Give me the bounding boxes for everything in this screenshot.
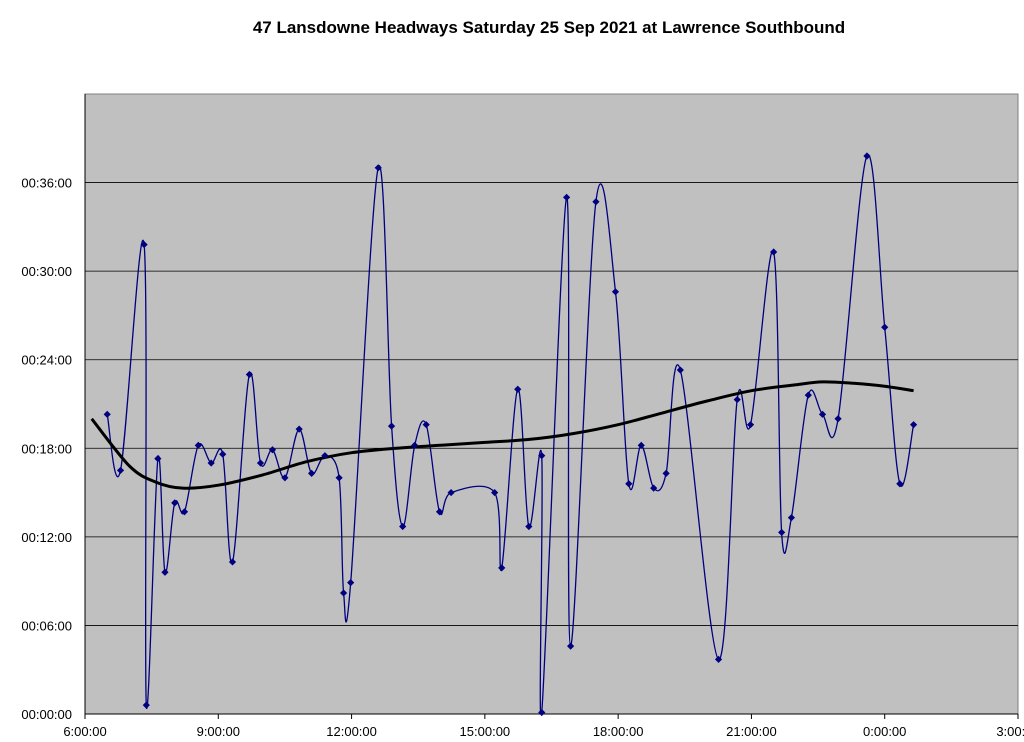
data-point: [245, 370, 253, 379]
data-point: [374, 164, 382, 172]
x-tick-label: 21:00:00: [726, 724, 777, 739]
trend-line: [90, 380, 914, 490]
x-tick-label: 6:00:00: [63, 724, 106, 739]
data-point: [387, 422, 396, 430]
data-point: [228, 558, 237, 566]
data-point: [307, 469, 316, 477]
data-point: [909, 421, 918, 429]
data-point: [219, 450, 227, 458]
data-point: [180, 508, 189, 516]
data-point: [498, 564, 506, 572]
data-point: [142, 701, 150, 709]
plot-background: [84, 93, 1019, 715]
data-point: [399, 522, 407, 531]
chart-title: 47 Lansdowne Headways Saturday 25 Sep 20…: [252, 18, 846, 37]
data-point: [818, 410, 827, 418]
y-tick-label: 00:24:00: [21, 353, 72, 368]
data-point: [411, 441, 419, 449]
data-point: [514, 385, 522, 393]
data-point: [256, 459, 265, 467]
data-point: [321, 452, 329, 460]
data-point: [171, 499, 179, 507]
x-tick-label: 9:00:00: [197, 724, 240, 739]
data-point: [714, 655, 723, 663]
plot-area: 00:00:00 00:06:00 00:12:00 00:18:00 00:24:00…: [21, 93, 1024, 739]
data-point: [563, 193, 571, 201]
data-point: [538, 708, 546, 717]
data-point: [662, 469, 670, 477]
data-point: [525, 522, 533, 531]
data-point: [746, 421, 755, 429]
x-tick-label: 12:00:00: [326, 724, 377, 739]
data-point: [207, 459, 215, 467]
data-point: [103, 410, 111, 418]
data-point: [347, 579, 355, 587]
y-tick-label: 00:06:00: [21, 618, 72, 633]
data-point: [281, 474, 289, 482]
data-point: [676, 366, 684, 374]
data-point: [116, 466, 125, 475]
data-point: [778, 528, 786, 537]
data-point: [194, 441, 202, 449]
x-tick-label: 0:00:00: [863, 724, 906, 739]
data-point: [491, 488, 499, 497]
x-tick-label: 15:00:00: [460, 724, 511, 739]
y-tick-label: 00:12:00: [21, 530, 72, 545]
x-tick-label: 3:00:00: [996, 724, 1024, 739]
data-point: [592, 198, 600, 206]
data-point: [650, 484, 658, 492]
data-point: [804, 391, 812, 399]
y-tick-label: 00:36:00: [21, 176, 72, 191]
data-point: [140, 240, 148, 249]
data-point: [896, 480, 904, 488]
data-point: [161, 568, 169, 576]
data-point: [733, 395, 741, 404]
data-point: [335, 474, 343, 482]
data-point: [834, 415, 842, 423]
y-tick-label: 00:00:00: [21, 707, 72, 722]
y-tick-label: 00:18:00: [21, 441, 72, 456]
data-point: [339, 589, 348, 597]
data-point: [863, 152, 871, 160]
data-point: [881, 323, 889, 331]
data-point: [625, 480, 633, 488]
data-point: [567, 642, 575, 650]
data-point: [422, 421, 430, 429]
data-point: [295, 425, 303, 433]
data-point: [770, 248, 778, 256]
data-point: [447, 488, 455, 497]
data-point: [154, 455, 162, 463]
data-point: [787, 514, 796, 522]
data-point: [435, 508, 444, 516]
data-point: [268, 446, 277, 454]
data-point: [637, 441, 645, 449]
x-tick-label: 18:00:00: [593, 724, 644, 739]
data-point: [538, 452, 546, 460]
y-tick-label: 00:30:00: [21, 264, 72, 279]
data-point: [611, 288, 620, 296]
